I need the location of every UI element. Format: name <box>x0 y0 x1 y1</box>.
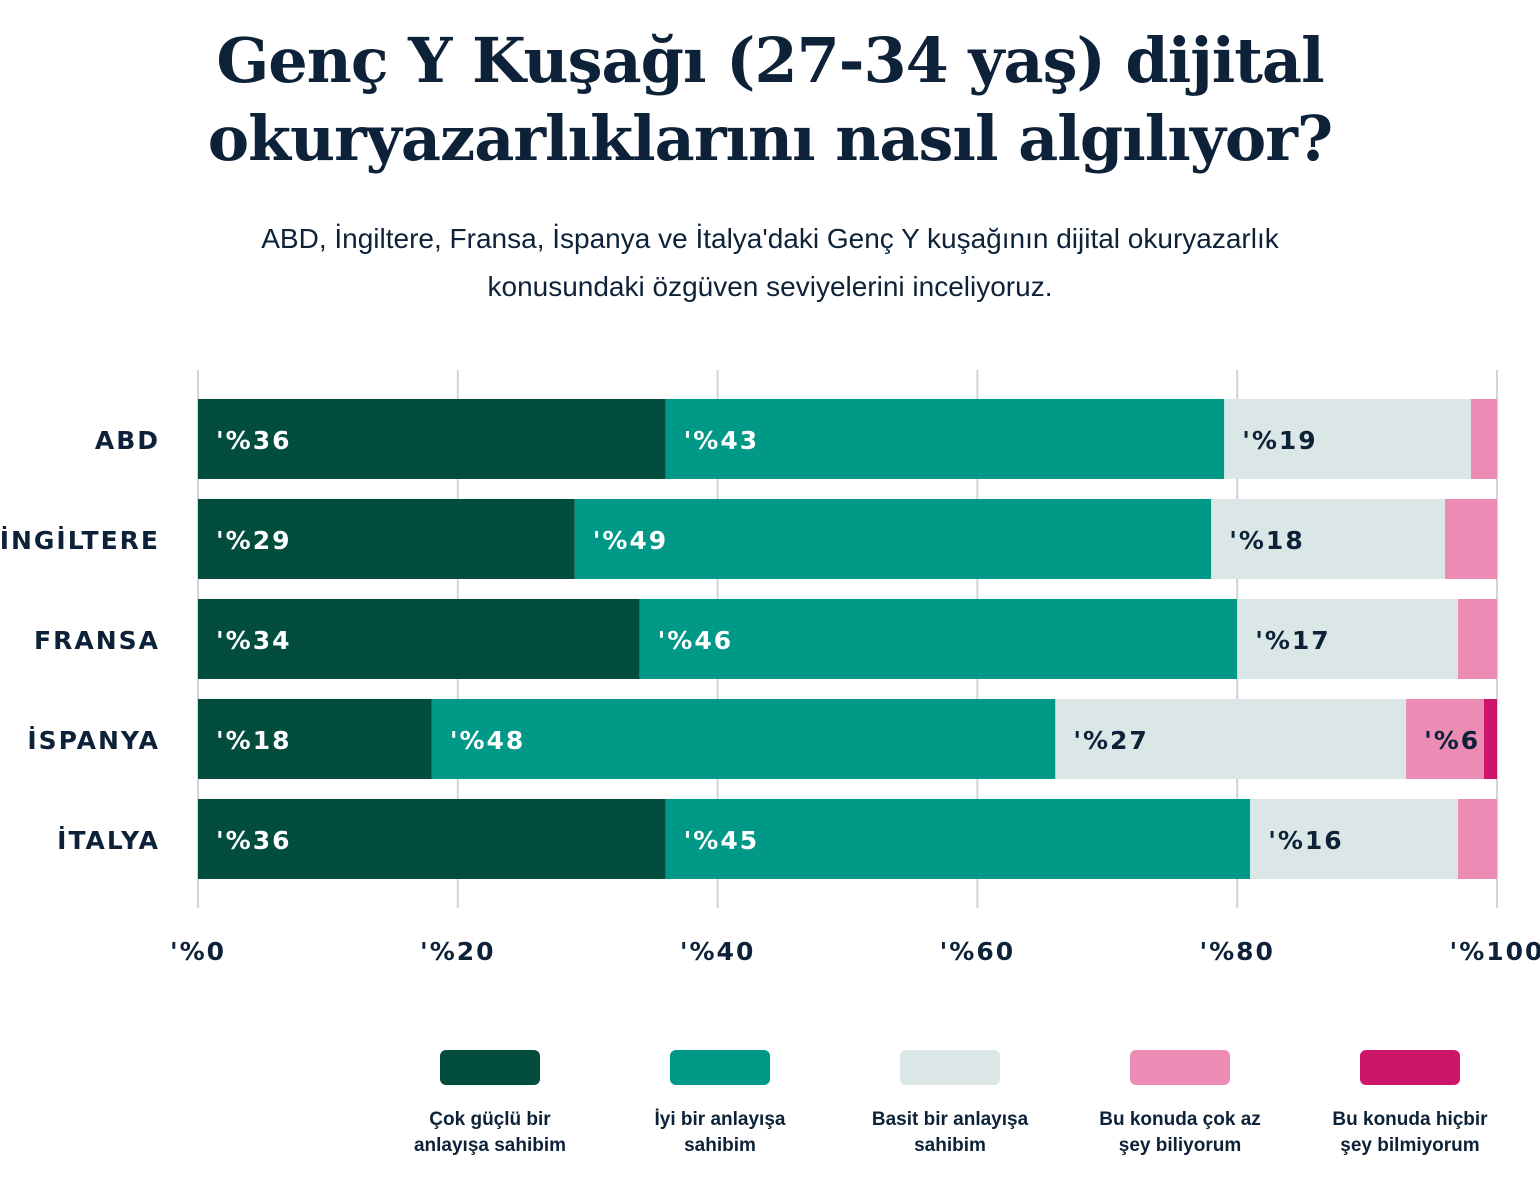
bar-segment <box>574 499 1212 579</box>
legend-label-line: şey biliyorum <box>1118 1135 1242 1156</box>
legend-label-line: sahibim <box>914 1135 986 1156</box>
category-label: İNGİLTERE <box>0 525 160 555</box>
bar-segment <box>1224 399 1472 479</box>
data-label: '%6 <box>1424 726 1480 755</box>
category-labels: ABD İNGİLTERE FRANSA İSPANYA İTALYA <box>0 426 160 855</box>
bars: '%36 '%43 '%19 '%29 '%49 '%18 '%34 '%46 '%17 '%18… <box>198 399 1497 879</box>
bar-segment <box>1211 499 1446 579</box>
data-label: '%19 <box>1242 426 1318 455</box>
data-label: '%45 <box>684 826 760 855</box>
legend-swatch <box>670 1050 770 1085</box>
legend-item: İyi bir anlayışa sahibim <box>605 1050 835 1159</box>
bar-segment <box>431 699 1056 779</box>
data-label: '%36 <box>216 826 292 855</box>
legend-swatch <box>1360 1050 1460 1085</box>
data-label: '%48 <box>450 726 526 755</box>
legend-label-line: İyi bir anlayışa <box>654 1109 786 1130</box>
x-tick-label: '%20 <box>420 937 496 966</box>
bar-segment <box>1471 399 1497 479</box>
legend-swatch <box>900 1050 1000 1085</box>
data-label: '%16 <box>1268 826 1344 855</box>
bar-segment <box>198 599 640 679</box>
data-label: '%18 <box>1229 526 1305 555</box>
x-tick-label: '%60 <box>940 937 1016 966</box>
bar-segment <box>1250 799 1459 879</box>
bar-segment <box>639 599 1238 679</box>
bar-segment <box>198 799 666 879</box>
legend-label-line: Bu konuda çok az <box>1099 1109 1261 1130</box>
data-label: '%27 <box>1073 726 1149 755</box>
category-label: İSPANYA <box>27 725 160 755</box>
x-tick-label: '%100 <box>1450 937 1540 966</box>
data-label: '%17 <box>1255 626 1331 655</box>
legend-swatch <box>1130 1050 1230 1085</box>
bar-segment <box>198 499 575 579</box>
stacked-bar-chart: '%36 '%43 '%19 '%29 '%49 '%18 '%34 '%46 '%17 '%18… <box>0 370 1540 966</box>
bar-segment <box>1458 599 1497 679</box>
data-label: '%46 <box>658 626 734 655</box>
x-axis-ticks: '%0 '%20 '%40 '%60 '%80 '%100 <box>170 937 1540 966</box>
category-label: İTALYA <box>57 825 160 855</box>
legend-label-line: şey bilmiyorum <box>1340 1135 1480 1156</box>
legend-label-line: Bu konuda hiçbir <box>1332 1109 1488 1130</box>
data-label: '%29 <box>216 526 292 555</box>
legend-label-line: anlayışa sahibim <box>413 1135 567 1156</box>
category-label: ABD <box>95 426 160 455</box>
x-tick-label: '%40 <box>680 937 756 966</box>
bar-segment <box>198 399 666 479</box>
x-tick-label: '%0 <box>170 937 226 966</box>
data-label: '%18 <box>216 726 292 755</box>
legend-item: Bu konuda çok az şey biliyorum <box>1065 1050 1295 1159</box>
bar-segment <box>665 799 1251 879</box>
bar-segment <box>1484 699 1497 779</box>
category-label: FRANSA <box>34 626 160 655</box>
chart-subtitle: ABD, İngiltere, Fransa, İspanya ve İtaly… <box>261 223 1279 302</box>
bar-segment <box>1445 499 1497 579</box>
bar-segment <box>1055 699 1407 779</box>
data-label: '%49 <box>593 526 669 555</box>
bar-segment <box>1237 599 1459 679</box>
bar-segment <box>1458 799 1497 879</box>
data-label: '%43 <box>684 426 760 455</box>
bar-segment <box>665 399 1225 479</box>
legend-item: Çok güçlü bir anlayışa sahibim <box>375 1050 605 1159</box>
legend-label-line: Basit bir anlayışa <box>871 1109 1029 1130</box>
bar-segment <box>198 699 432 779</box>
legend-item: Basit bir anlayışa sahibim <box>835 1050 1065 1159</box>
legend-swatch <box>440 1050 540 1085</box>
data-label: '%36 <box>216 426 292 455</box>
bar-segment <box>1406 699 1485 779</box>
legend-label-line: Çok güçlü bir <box>429 1109 551 1130</box>
chart-title: Genç Y Kuşağı (27-34 yaş) dijital okurya… <box>207 24 1333 175</box>
legend-item: Bu konuda hiçbir şey bilmiyorum <box>1295 1050 1525 1159</box>
legend-label-line: sahibim <box>684 1135 756 1156</box>
data-label: '%34 <box>216 626 292 655</box>
x-tick-label: '%80 <box>1199 937 1275 966</box>
